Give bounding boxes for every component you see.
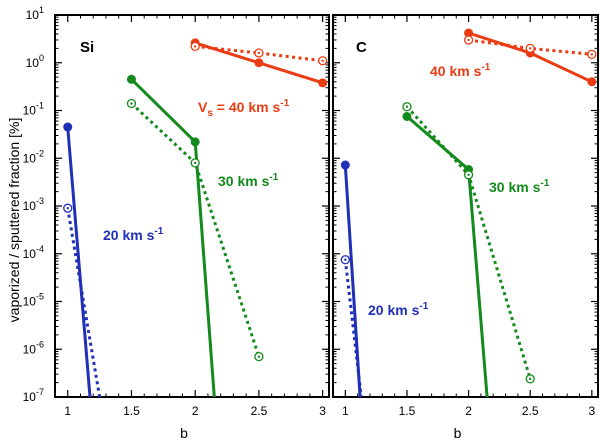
annotation-20-km-s: 20 km s-1 xyxy=(368,301,429,318)
panel-si: 10-7 10-6 10-5 10-4 10-3 10-2 10-1 100 101 1 1.5 2 2… xyxy=(23,5,330,441)
data-point-open-center xyxy=(529,47,532,50)
x-tick-label: 2.5 xyxy=(251,404,268,418)
series-line xyxy=(406,115,489,397)
data-point-open-center xyxy=(467,173,470,177)
data-point-open-center xyxy=(193,161,197,165)
x-axis-label: b xyxy=(180,425,188,441)
y-tick-label: 10-5 xyxy=(23,292,44,309)
x-tick-label: 3 xyxy=(588,404,595,418)
x-axis-label: b xyxy=(454,425,462,441)
y-tick-label: 10-1 xyxy=(23,101,44,118)
x-tick-label: 2 xyxy=(465,404,472,418)
data-point-open-center xyxy=(590,53,594,56)
data-point-open-center xyxy=(321,59,324,62)
y-tick-label: 101 xyxy=(26,5,44,22)
data-point-open-center xyxy=(193,45,197,48)
data-point xyxy=(126,74,136,84)
data-point-open-center xyxy=(257,51,261,55)
x-tick-label: 1.5 xyxy=(399,404,416,418)
annotation-30-km-s: 30 km s-1 xyxy=(489,178,550,195)
series-line xyxy=(468,38,592,56)
data-point xyxy=(254,58,264,68)
y-tick-label: 10-7 xyxy=(23,387,44,404)
panel-label-c: C xyxy=(356,39,367,56)
data-point xyxy=(340,160,350,170)
data-point-open-center xyxy=(130,102,133,105)
x-tick-label: 1 xyxy=(64,404,71,418)
annotation-40-km-s: 40 km s-1 xyxy=(430,62,491,79)
series-group xyxy=(63,38,328,397)
data-point-open-center xyxy=(66,206,69,210)
annotation-20-km-s: 20 km s-1 xyxy=(103,226,164,243)
x-tick-label: 2.5 xyxy=(522,404,539,418)
data-point xyxy=(318,78,328,88)
annotation-30-km-s: 30 km s-1 xyxy=(218,172,279,189)
y-tick-label: 100 xyxy=(26,53,44,70)
y-axis-label: vaporized / sputtered fraction [%] xyxy=(6,118,22,323)
x-tick-label: 1 xyxy=(342,404,349,418)
series-line xyxy=(195,44,323,63)
data-point-open-center xyxy=(467,38,470,42)
x-tick-label: 3 xyxy=(319,404,326,418)
data-point xyxy=(587,77,597,87)
data-point-open-center xyxy=(344,258,347,261)
series-line xyxy=(66,126,92,397)
x-tick-label: 2 xyxy=(192,404,199,418)
data-point-open-center xyxy=(529,377,532,381)
series-line xyxy=(405,105,532,380)
data-point xyxy=(63,122,73,132)
panel-label-si: Si xyxy=(80,39,94,56)
data-point-open-center xyxy=(257,355,261,358)
y-tick-label: 10-3 xyxy=(23,196,44,213)
series-group xyxy=(340,28,597,397)
data-point xyxy=(402,111,412,121)
y-tick-label: 10-2 xyxy=(23,148,44,165)
annotation-40-km-s: Vs = 40 km s-1 xyxy=(198,98,290,119)
x-tick-label: 1.5 xyxy=(123,404,140,418)
y-tick-label: 10-6 xyxy=(23,339,44,356)
panel-c: 1 1.5 2 2.5 3 b C 20 km s-1 30 km s-1 40 km s-1 xyxy=(332,14,599,441)
data-point-open-center xyxy=(405,105,409,108)
y-tick-label: 10-4 xyxy=(23,244,44,261)
data-point xyxy=(190,137,200,147)
